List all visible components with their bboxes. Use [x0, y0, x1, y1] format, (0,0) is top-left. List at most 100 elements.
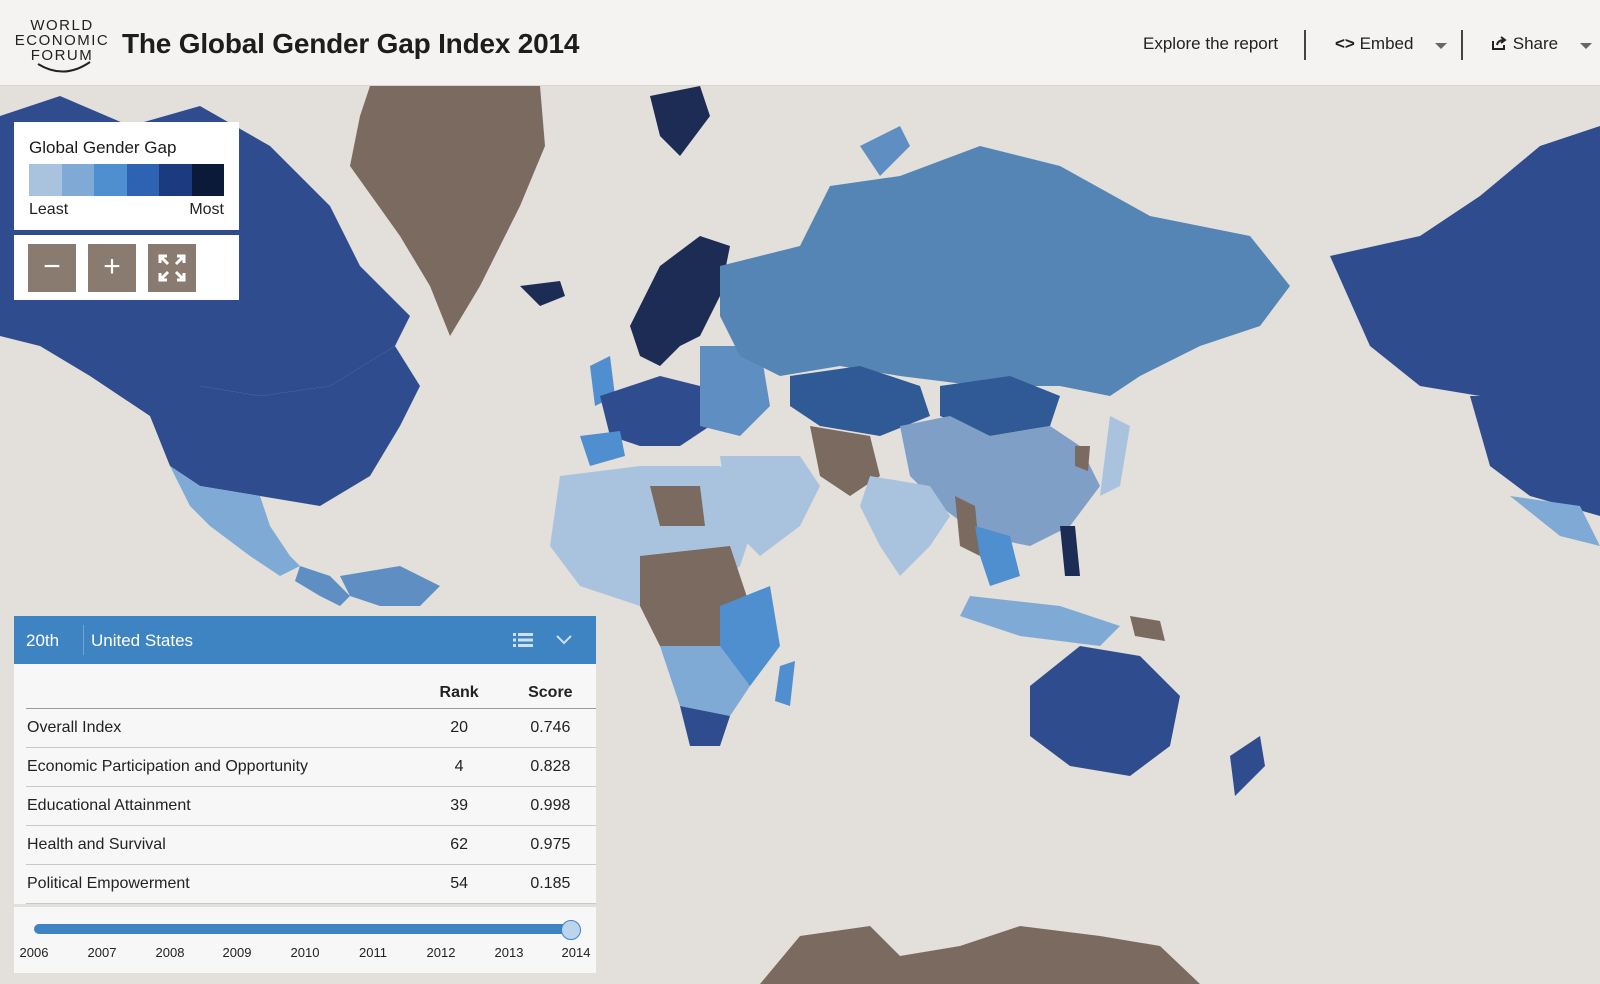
nav-divider	[1461, 30, 1463, 60]
subindex-score: 0.746	[504, 708, 596, 748]
subindex-rank: 20	[413, 708, 505, 748]
legend-max-label: Most	[189, 201, 224, 218]
country-alaska-canada-east[interactable]	[1330, 126, 1600, 396]
embed-button[interactable]: <> Embed	[1335, 34, 1413, 54]
legend-swatch	[29, 164, 62, 196]
country-central-america[interactable]	[295, 566, 350, 606]
plus-icon: +	[103, 250, 121, 283]
country-australia[interactable]	[1030, 646, 1180, 776]
country-south-africa[interactable]	[680, 706, 730, 746]
legend-swatch	[61, 164, 94, 196]
zoom-in-button[interactable]: +	[88, 244, 136, 292]
country-japan[interactable]	[1100, 416, 1130, 496]
list-icon[interactable]	[513, 633, 533, 647]
code-icon: <>	[1335, 34, 1355, 53]
country-myanmar[interactable]	[955, 496, 980, 556]
share-dropdown-caret[interactable]	[1580, 43, 1592, 49]
table-header-blank	[26, 678, 414, 709]
overall-rank-position: 20th	[26, 631, 60, 650]
country-papua[interactable]	[1130, 616, 1165, 641]
country-mexico[interactable]	[170, 466, 300, 576]
legend-min-label: Least	[29, 201, 69, 218]
country-kazakhstan[interactable]	[790, 366, 930, 436]
legend-title: Global Gender Gap	[29, 138, 177, 157]
year-tick-label[interactable]: 2014	[561, 945, 591, 960]
share-icon	[1492, 36, 1507, 50]
year-slider-track[interactable]	[34, 924, 570, 934]
subindex-score: 0.975	[504, 825, 596, 865]
country-libya-region[interactable]	[650, 486, 705, 526]
country-west-europe[interactable]	[600, 376, 710, 446]
country-china[interactable]	[900, 416, 1100, 546]
country-greenland[interactable]	[350, 86, 545, 336]
country-colombia-region[interactable]	[340, 566, 440, 606]
embed-dropdown-caret[interactable]	[1435, 43, 1447, 49]
logo-line-3: FORUM	[30, 47, 94, 64]
subindex-score: 0.185	[504, 864, 596, 904]
score-column-header: Score	[504, 678, 596, 709]
header-divider	[83, 625, 84, 655]
subindex-rank: 4	[413, 747, 505, 787]
country-mexico-east[interactable]	[1510, 496, 1600, 546]
country-east-europe[interactable]	[700, 346, 770, 436]
country-novaya-zemlya[interactable]	[860, 126, 910, 176]
year-tick-label[interactable]: 2008	[155, 945, 185, 960]
country-antarctica[interactable]	[760, 926, 1200, 984]
country-russia[interactable]	[720, 146, 1290, 396]
country-name[interactable]: United States	[91, 631, 194, 650]
year-tick-label[interactable]: 2009	[222, 945, 252, 960]
country-indonesia[interactable]	[960, 596, 1120, 646]
share-button[interactable]: Share	[1492, 34, 1558, 54]
country-scandinavia[interactable]	[630, 236, 730, 366]
rank-column-header: Rank	[413, 678, 505, 709]
legend-swatch	[191, 164, 224, 196]
year-tick-label[interactable]: 2007	[87, 945, 117, 960]
subindex-score: 0.998	[504, 786, 596, 826]
country-svalbard[interactable]	[650, 86, 710, 156]
wef-logo[interactable]: WORLD ECONOMIC FORUM	[14, 16, 110, 74]
country-east-africa[interactable]	[720, 586, 780, 686]
subindex-rank: 62	[413, 825, 505, 865]
country-info-panel: 20th United States Rank Score Overall In…	[14, 616, 596, 973]
chevron-down-icon[interactable]	[555, 634, 573, 646]
country-india[interactable]	[860, 476, 950, 576]
year-tick-label[interactable]: 2013	[494, 945, 524, 960]
map-controls: − +	[14, 235, 239, 300]
subindex-score: 0.828	[504, 747, 596, 787]
year-tick-label[interactable]: 2012	[426, 945, 456, 960]
nav-divider	[1304, 30, 1306, 60]
year-tick-label[interactable]: 2006	[19, 945, 49, 960]
country-spain[interactable]	[580, 431, 625, 466]
country-usa[interactable]	[90, 346, 420, 506]
country-southeast-asia[interactable]	[975, 526, 1020, 586]
year-tick-label[interactable]: 2011	[359, 945, 387, 960]
explore-report-link[interactable]: Explore the report	[1143, 34, 1279, 53]
country-usa-east[interactable]	[1470, 396, 1600, 516]
country-madagascar[interactable]	[775, 661, 795, 706]
fullscreen-icon	[158, 254, 186, 282]
country-mongolia[interactable]	[940, 376, 1060, 436]
subindex-label: Health and Survival	[26, 825, 414, 865]
subindex-label: Overall Index	[26, 708, 414, 748]
zoom-out-button[interactable]: −	[28, 244, 76, 292]
fullscreen-button[interactable]	[148, 244, 196, 292]
year-slider-handle[interactable]	[561, 920, 581, 940]
logo-arc-icon	[37, 61, 91, 73]
table-header-row: Rank Score	[26, 678, 596, 709]
subindex-label: Economic Participation and Opportunity	[26, 747, 414, 787]
country-southern-africa[interactable]	[660, 646, 750, 716]
score-table: Rank Score Overall Index 20 0.746 Econom…	[26, 678, 596, 904]
country-new-zealand[interactable]	[1230, 736, 1265, 796]
table-row: Economic Participation and Opportunity 4…	[26, 747, 596, 787]
legend-color-scale	[29, 164, 224, 196]
country-iran-afghanistan[interactable]	[810, 426, 880, 496]
table-row: Educational Attainment 39 0.998	[26, 786, 596, 826]
country-philippines[interactable]	[1060, 526, 1080, 576]
country-iceland[interactable]	[520, 281, 565, 306]
year-timeline: 2006 2007 2008 2009 2010 2011 2012 2013 …	[14, 904, 596, 973]
subindex-rank: 39	[413, 786, 505, 826]
subindex-label: Political Empowerment	[26, 864, 414, 904]
year-tick-label[interactable]: 2010	[290, 945, 320, 960]
country-korea[interactable]	[1075, 446, 1090, 471]
country-selector-bar[interactable]: 20th United States	[14, 616, 596, 664]
